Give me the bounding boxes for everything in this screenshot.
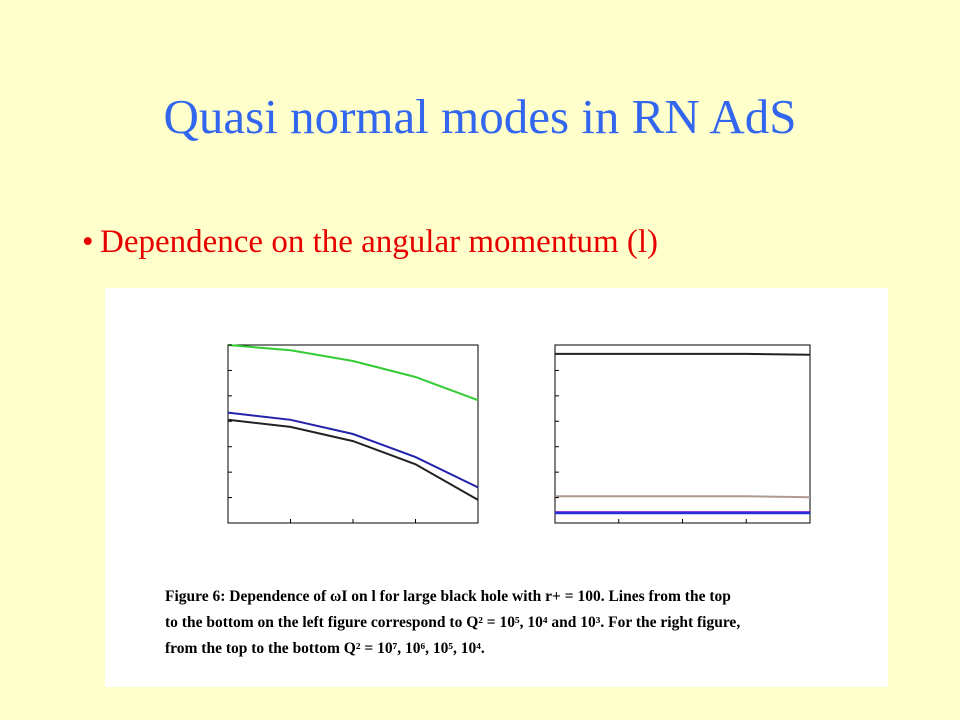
series-line-2 bbox=[227, 411, 479, 489]
bullet-item: • Dependence on the angular momentum (l) bbox=[82, 226, 658, 259]
series-line-2 bbox=[555, 495, 811, 499]
figure-image: Figure 6: Dependence of ωI on l for larg… bbox=[105, 288, 888, 687]
right-plot bbox=[554, 344, 811, 524]
bullet-dot: • bbox=[82, 224, 94, 260]
left-plot-series bbox=[227, 344, 479, 501]
caption-line-3: from the top to the bottom Q² = 10⁷, 10⁶… bbox=[165, 640, 485, 657]
left-plot bbox=[227, 344, 479, 524]
bullet-text: Dependence on the angular momentum (l) bbox=[100, 224, 659, 260]
series-line-3 bbox=[227, 418, 479, 501]
series-line-1 bbox=[227, 344, 479, 402]
caption-line-2: to the bottom on the left figure corresp… bbox=[165, 614, 741, 631]
series-line-1 bbox=[555, 352, 811, 356]
slide-title: Quasi normal modes in RN AdS bbox=[163, 89, 797, 144]
figure-caption: Figure 6: Dependence of ωI on l for larg… bbox=[165, 584, 885, 662]
right-plot-series bbox=[555, 352, 811, 515]
right-plot-ticks bbox=[554, 344, 811, 524]
figure-plots bbox=[227, 344, 811, 524]
left-plot-ticks bbox=[227, 344, 479, 524]
caption-line-1: Figure 6: Dependence of ωI on l for larg… bbox=[165, 588, 731, 605]
